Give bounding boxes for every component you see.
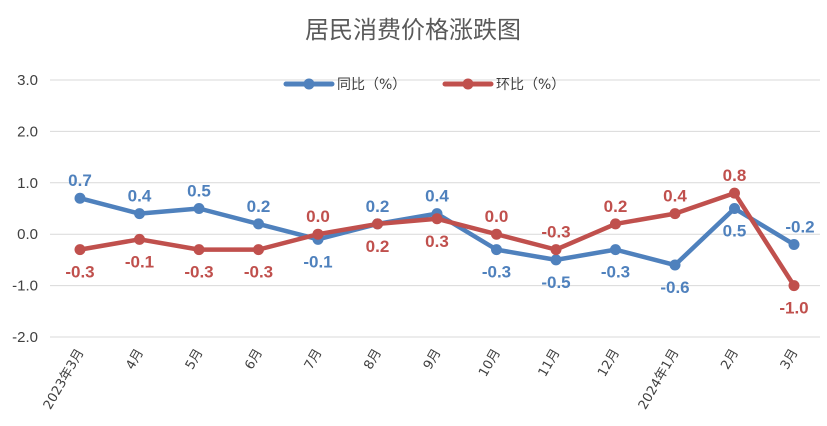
data-label-0: -0.6 bbox=[660, 278, 689, 297]
x-tick-label: 6月 bbox=[242, 347, 266, 373]
x-axis-ticks: 2023年3月 4月 5月 6月 7月 8月 9月 10月 11月 12月 2024年1月 2月 3月 bbox=[41, 347, 802, 413]
x-tick-label: 11月 bbox=[536, 347, 564, 380]
data-point-1 bbox=[74, 244, 86, 256]
data-point-0 bbox=[253, 218, 264, 230]
x-tick-label: 3月 bbox=[778, 347, 802, 373]
y-tick-label: -2.0 bbox=[12, 329, 38, 346]
data-label-0: -0.2 bbox=[785, 217, 814, 236]
legend-label-yoy: 同比（%） bbox=[337, 77, 406, 93]
data-label-0: 0.4 bbox=[128, 187, 152, 206]
data-point-0 bbox=[788, 238, 800, 250]
data-point-1 bbox=[788, 280, 800, 292]
data-point-0 bbox=[491, 244, 502, 256]
legend-item-mom: 环比（%） bbox=[442, 77, 565, 93]
x-tick-label: 4月 bbox=[123, 347, 147, 373]
data-label-0: -0.3 bbox=[601, 263, 630, 282]
legend-marker-mom bbox=[462, 78, 474, 90]
data-labels: 0.7 0.4 0.5 0.2 -0.1 0.2 0.4 -0.3 -0.5 -0.3 -0.6 0.… bbox=[65, 166, 814, 318]
data-label-1: 0.0 bbox=[306, 207, 330, 226]
x-tick-label: 5月 bbox=[183, 347, 207, 373]
data-point-0 bbox=[550, 254, 562, 266]
x-tick-label: 2024年1月 bbox=[636, 347, 683, 413]
x-tick-label: 2月 bbox=[718, 347, 742, 373]
data-point-0 bbox=[193, 203, 205, 214]
data-point-1 bbox=[193, 244, 205, 256]
data-label-1: 0.0 bbox=[485, 207, 509, 226]
data-label-0: 0.2 bbox=[366, 197, 390, 216]
y-tick-label: 2.0 bbox=[17, 123, 38, 140]
data-point-1 bbox=[253, 244, 264, 256]
y-axis-ticks: 3.0 2.0 1.0 0.0 -1.0 -2.0 bbox=[12, 72, 38, 346]
data-label-1: -0.3 bbox=[65, 263, 94, 282]
x-tick-label: 12月 bbox=[595, 347, 623, 380]
data-label-0: -0.5 bbox=[541, 273, 570, 292]
data-label-1: 0.2 bbox=[604, 197, 628, 216]
data-point-0 bbox=[669, 259, 681, 271]
data-label-0: 0.7 bbox=[68, 171, 92, 190]
legend-marker-yoy bbox=[303, 78, 315, 90]
data-point-1 bbox=[729, 187, 740, 199]
data-label-0: -0.3 bbox=[482, 263, 511, 282]
data-point-0 bbox=[134, 208, 145, 220]
data-label-0: 0.5 bbox=[187, 182, 211, 201]
data-label-1: 0.8 bbox=[723, 166, 747, 185]
y-tick-label: -1.0 bbox=[12, 278, 38, 295]
data-label-0: 0.4 bbox=[425, 187, 449, 206]
data-point-0 bbox=[74, 192, 86, 204]
x-tick-label: 10月 bbox=[476, 347, 504, 380]
data-point-1 bbox=[431, 213, 443, 225]
legend-label-mom: 环比（%） bbox=[496, 77, 565, 93]
x-tick-label: 9月 bbox=[421, 347, 445, 373]
gridlines bbox=[50, 79, 820, 338]
chart-title: 居民消费价格涨跌图 bbox=[305, 16, 521, 44]
data-point-1 bbox=[372, 218, 383, 230]
data-point-0 bbox=[610, 244, 621, 256]
y-tick-label: 3.0 bbox=[17, 72, 38, 89]
legend-item-yoy: 同比（%） bbox=[283, 77, 406, 93]
data-point-1 bbox=[134, 233, 145, 245]
data-label-1: -0.1 bbox=[125, 252, 154, 271]
series bbox=[74, 187, 800, 292]
data-label-1: -0.3 bbox=[184, 263, 213, 282]
data-label-1: -1.0 bbox=[779, 299, 808, 318]
x-tick-label: 8月 bbox=[361, 347, 385, 373]
data-point-1 bbox=[669, 208, 681, 220]
data-label-0: 0.5 bbox=[723, 222, 747, 241]
data-label-1: 0.3 bbox=[425, 232, 449, 251]
data-label-1: -0.3 bbox=[244, 263, 273, 282]
x-tick-label: 2023年3月 bbox=[41, 347, 88, 413]
legend: 同比（%） 环比（%） bbox=[283, 77, 565, 93]
data-point-0 bbox=[729, 203, 740, 214]
data-label-1: -0.3 bbox=[541, 223, 570, 242]
data-point-1 bbox=[491, 228, 502, 240]
data-label-0: 0.2 bbox=[247, 197, 271, 216]
y-tick-label: 0.0 bbox=[17, 226, 38, 243]
y-tick-label: 1.0 bbox=[17, 175, 38, 192]
data-point-1 bbox=[312, 228, 324, 240]
data-label-1: 0.2 bbox=[366, 237, 390, 256]
x-tick-label: 7月 bbox=[302, 347, 326, 373]
data-point-1 bbox=[610, 218, 621, 230]
data-label-0: -0.1 bbox=[303, 252, 332, 271]
data-label-1: 0.4 bbox=[663, 187, 687, 206]
data-point-1 bbox=[550, 244, 562, 256]
